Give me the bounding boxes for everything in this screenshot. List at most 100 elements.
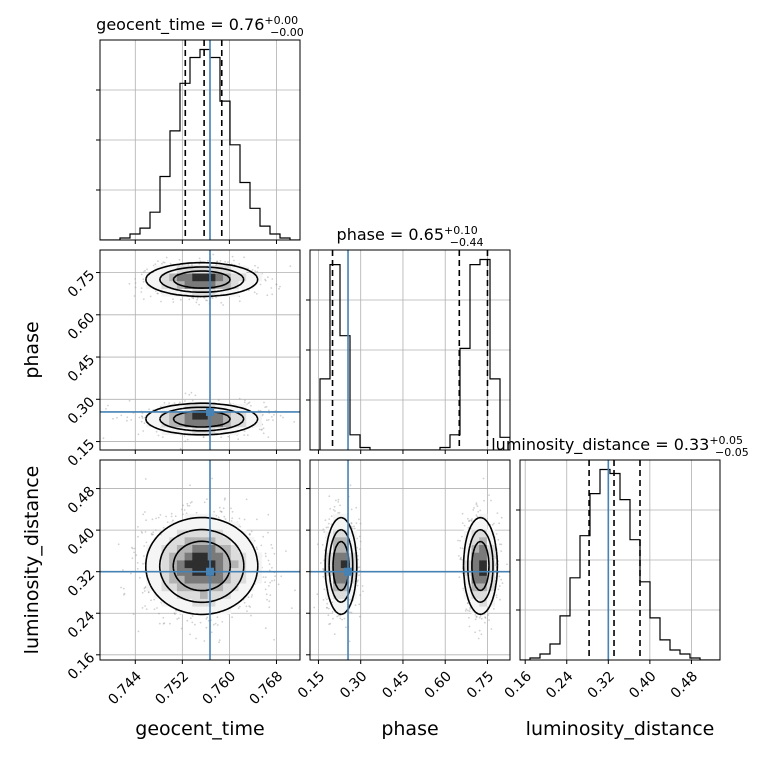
scatter-point: [350, 522, 353, 525]
scatter-point: [461, 559, 463, 561]
density-cell: [176, 419, 185, 428]
density-cell: [184, 575, 193, 584]
density-cell: [146, 583, 155, 592]
scatter-point: [170, 515, 173, 518]
density-cell: [230, 403, 239, 412]
density-cell: [230, 411, 239, 420]
scatter-point: [144, 586, 147, 589]
scatter-point: [126, 419, 128, 422]
scatter-point: [275, 283, 278, 286]
scatter-point: [168, 402, 171, 405]
scatter-point: [161, 262, 163, 265]
scatter-point: [181, 508, 183, 511]
scatter-point: [493, 522, 495, 525]
scatter-point: [349, 611, 351, 614]
scatter-point: [186, 438, 189, 441]
scatter-point: [199, 260, 202, 263]
scatter-point: [506, 563, 508, 566]
grid-layer: [100, 40, 720, 660]
scatter-point: [191, 621, 194, 624]
scatter-point: [211, 477, 214, 480]
scatter-point: [116, 416, 118, 419]
density-cell: [200, 419, 209, 428]
density-cell: [161, 590, 170, 599]
scatter-point: [227, 435, 230, 438]
scatter-point: [140, 287, 143, 289]
scatter-point: [141, 532, 144, 534]
density-cell: [230, 280, 239, 289]
density-cell: [200, 575, 209, 584]
scatter-point: [253, 291, 256, 294]
scatter-point: [188, 298, 191, 301]
density-cell: [184, 521, 193, 530]
density-cell: [238, 536, 247, 545]
scatter-point: [122, 587, 125, 590]
scatter-point: [329, 622, 332, 625]
scatter-point: [163, 401, 166, 404]
scatter-point: [206, 616, 209, 619]
scatter-point: [327, 526, 329, 529]
scatter-point: [165, 256, 168, 259]
scatter-point: [188, 504, 191, 507]
scatter-point: [341, 618, 343, 621]
scatter-point: [249, 533, 251, 536]
scatter-point: [117, 543, 120, 546]
density-cell: [153, 575, 162, 584]
scatter-point: [222, 507, 225, 510]
scatter-point: [264, 552, 267, 555]
scatter-point: [358, 603, 361, 606]
scatter-point: [233, 259, 235, 262]
scatter-point: [358, 548, 361, 551]
density-cell: [169, 273, 178, 282]
scatter-point: [247, 267, 249, 270]
density-cell: [238, 419, 247, 428]
scatter-point: [203, 297, 206, 299]
density-cell: [200, 273, 209, 282]
scatter-point: [199, 621, 202, 624]
scatter-point: [264, 406, 267, 409]
density-cell: [200, 544, 209, 553]
scatter-point: [273, 579, 276, 582]
scatter-point: [265, 593, 268, 596]
density-cell: [215, 560, 224, 569]
scatter-point: [220, 511, 223, 513]
scatter-point: [322, 528, 325, 531]
scatter-point: [132, 613, 135, 615]
scatter-point: [459, 558, 462, 561]
scatter-point: [184, 440, 187, 443]
scatter-point: [183, 509, 186, 511]
scatter-point: [210, 296, 213, 299]
scatter-point: [169, 262, 172, 265]
density-cell: [253, 575, 262, 584]
scatter-point: [267, 436, 270, 438]
scatter-point: [469, 608, 471, 610]
density-cell: [184, 265, 193, 274]
scatter-point: [337, 614, 340, 617]
density-cell: [169, 575, 178, 584]
scatter-point: [150, 599, 152, 602]
scatter-point: [134, 278, 137, 280]
scatter-point: [142, 298, 145, 300]
density-cell: [176, 411, 185, 420]
density-cell: [176, 273, 185, 282]
scatter-point: [249, 532, 251, 535]
scatter-point: [267, 559, 270, 562]
density-cell: [215, 411, 224, 420]
scatter-point: [146, 268, 149, 271]
scatter-point: [491, 523, 494, 526]
scatter-point: [243, 430, 246, 432]
scatter-point: [237, 607, 240, 610]
density-cell: [184, 411, 193, 420]
scatter-point: [222, 304, 225, 306]
scatter-point: [316, 593, 319, 596]
scatter-point: [267, 276, 269, 279]
scatter-point: [260, 428, 263, 431]
scatter-point: [213, 510, 216, 513]
scatter-point: [457, 539, 459, 542]
panel-geocent_time-luminosity_distance: [100, 460, 300, 660]
scatter-point: [470, 520, 473, 522]
scatter-point: [157, 516, 160, 519]
scatter-point: [500, 550, 503, 552]
scatter-point: [322, 568, 325, 571]
scatter-point: [238, 605, 241, 608]
